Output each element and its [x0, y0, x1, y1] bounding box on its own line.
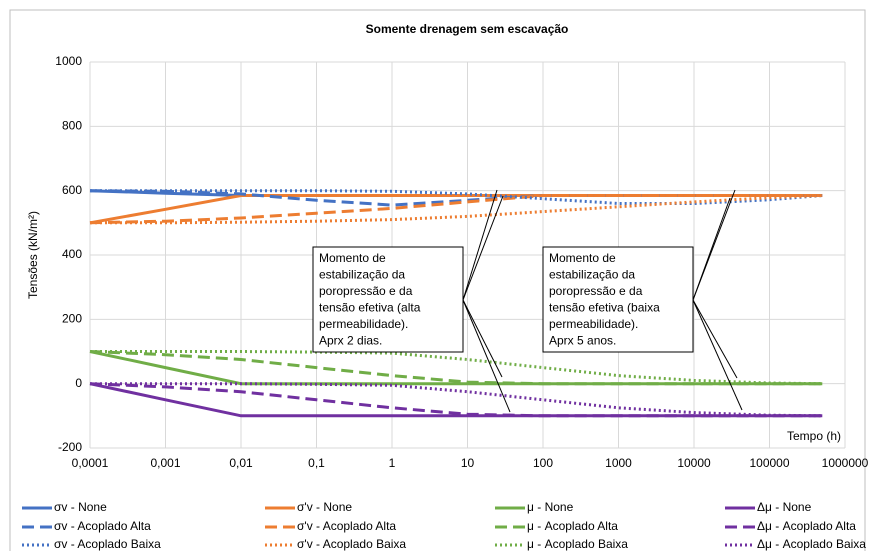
y-tick-label: 400: [62, 247, 82, 261]
legend-label: σ'v - Acoplado Alta: [297, 519, 396, 533]
y-tick-label: 1000: [55, 54, 82, 68]
annotation-text: tensão efetiva (baixa: [549, 301, 660, 315]
series-line: [89, 382, 823, 418]
x-tick-label: 1000: [605, 456, 632, 470]
legend-label: σ'v - None: [297, 500, 352, 514]
legend-label: σv - Acoplado Alta: [54, 519, 151, 533]
annotation-text: estabilização da: [319, 268, 405, 282]
series-line: [89, 194, 823, 225]
x-tick-label: 10: [461, 456, 475, 470]
legend-label: Δμ - Acoplado Baixa: [757, 537, 866, 551]
legend-label: σv - Acoplado Baixa: [54, 537, 161, 551]
series-line: [90, 350, 823, 386]
annotation-text: tensão efetiva (alta: [319, 301, 421, 315]
x-tick-label: 0,0001: [72, 456, 109, 470]
y-tick-label: 600: [62, 183, 82, 197]
annotation-text: estabilização da: [549, 268, 635, 282]
x-tick-label: 100000: [749, 456, 789, 470]
x-axis-label: Tempo (h): [787, 429, 841, 443]
x-tick-label: 0,001: [150, 456, 180, 470]
legend-label: σ'v - Acoplado Baixa: [297, 537, 406, 551]
x-tick-label: 100: [533, 456, 553, 470]
annotation-text: poropressão e da: [549, 284, 643, 298]
y-tick-label: 200: [62, 312, 82, 326]
y-axis-label: Tensões (kN/m²): [26, 211, 40, 299]
annotation-text: Momento de: [549, 251, 616, 265]
annotation-text: Aprx 5 anos.: [549, 334, 616, 348]
annotations: [312, 189, 743, 413]
y-tick-label: -200: [58, 440, 82, 454]
x-tick-label: 10000: [677, 456, 711, 470]
annotation-text: Aprx 2 dias.: [319, 334, 382, 348]
legend-label: μ - None: [527, 500, 574, 514]
series-line: [89, 350, 823, 386]
series-line: [90, 382, 823, 418]
x-tick-label: 1: [389, 456, 396, 470]
annotation-text: Momento de: [319, 251, 386, 265]
legend-label: Δμ - Acoplado Alta: [757, 519, 856, 533]
y-tick-label: 0: [75, 376, 82, 390]
series-line: [90, 194, 823, 225]
legend-label: σv - None: [54, 500, 107, 514]
chart-title: Somente drenagem sem escavação: [366, 22, 569, 36]
x-tick-label: 0,1: [308, 456, 325, 470]
annotation-text: permeabilidade).: [549, 317, 638, 331]
arrows: [462, 189, 743, 413]
series-line: [89, 189, 823, 207]
y-tick-label: 800: [62, 119, 82, 133]
legend-label: μ - Acoplado Baixa: [527, 537, 628, 551]
annotation-text: permeabilidade).: [319, 317, 408, 331]
legend-label: Δμ - None: [757, 500, 812, 514]
annotation-text: poropressão e da: [319, 284, 413, 298]
series-lines: [89, 189, 823, 418]
x-tick-label: 0,01: [229, 456, 253, 470]
series-line: [90, 189, 823, 205]
annotation-box: [312, 246, 464, 353]
legend-label: μ - Acoplado Alta: [527, 519, 618, 533]
x-tick-label: 1000000: [822, 456, 869, 470]
